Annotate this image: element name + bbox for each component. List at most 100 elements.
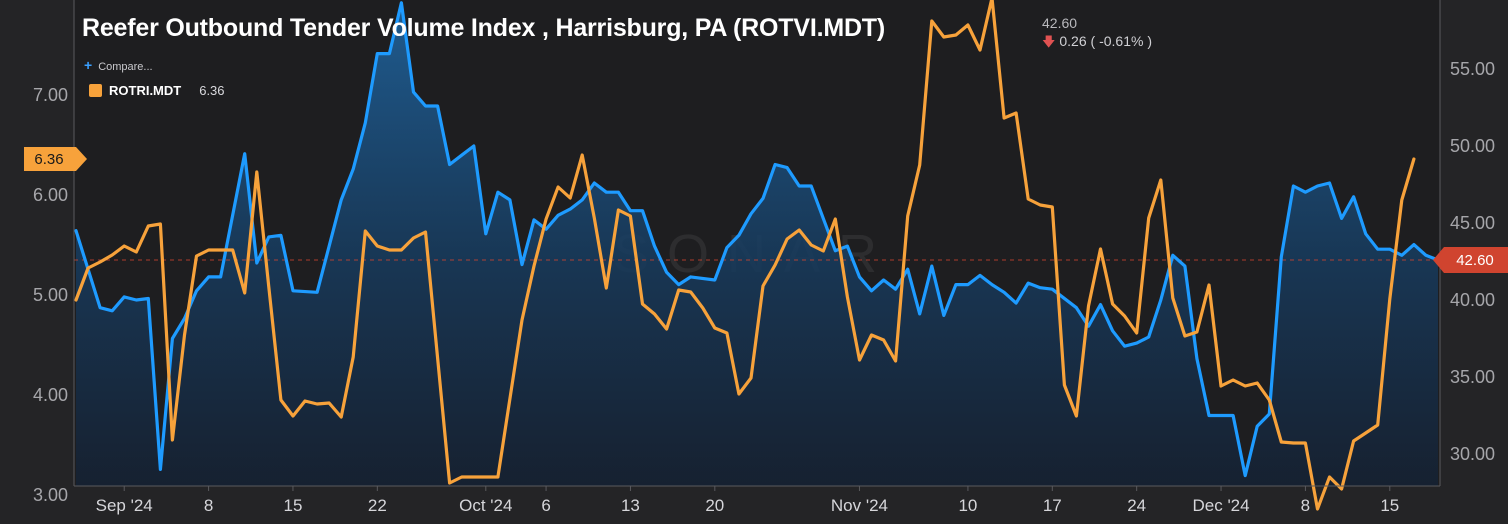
data-point <box>159 468 161 470</box>
data-point <box>750 213 752 215</box>
legend-item-rotri[interactable]: ROTRI.MDT 6.36 <box>89 83 225 98</box>
data-point <box>786 167 788 169</box>
data-point <box>171 439 173 441</box>
data-point <box>834 250 836 252</box>
area-layer <box>76 2 1438 487</box>
data-point <box>762 285 764 287</box>
data-point <box>208 276 210 278</box>
data-point <box>99 261 101 263</box>
data-point <box>810 185 812 187</box>
data-point <box>557 214 559 216</box>
data-point <box>1039 204 1041 206</box>
data-point <box>1124 315 1126 317</box>
data-point <box>1389 248 1391 250</box>
data-point <box>437 105 439 107</box>
data-point <box>557 186 559 188</box>
series-area-rotvi-mdt <box>76 2 1438 487</box>
data-point <box>581 199 583 201</box>
x-tick-label: 20 <box>705 496 724 515</box>
data-point <box>268 236 270 238</box>
data-point <box>726 247 728 249</box>
left-tick-label: 5.00 <box>33 285 68 305</box>
plus-icon: + <box>84 57 93 73</box>
data-point <box>449 163 451 166</box>
data-point <box>424 105 427 107</box>
data-point <box>75 299 77 301</box>
data-point <box>497 476 499 478</box>
legend-series-name: ROTRI.MDT <box>109 83 182 98</box>
data-point <box>1208 284 1210 286</box>
data-point <box>1075 415 1077 417</box>
data-point <box>99 307 101 309</box>
data-point <box>75 230 77 232</box>
data-point <box>123 245 125 247</box>
data-point <box>1256 425 1258 427</box>
data-point <box>376 53 378 55</box>
data-point <box>328 402 330 404</box>
data-point <box>1353 196 1355 198</box>
data-point <box>195 290 198 292</box>
data-point <box>509 199 511 201</box>
data-point <box>617 209 620 211</box>
right-badge-shape <box>1433 246 1508 273</box>
right-badge-text: 42.60 <box>1456 252 1494 269</box>
data-point <box>533 265 535 267</box>
down-arrow-icon: 🡇 <box>1042 34 1056 49</box>
x-tick-label: 6 <box>541 496 550 515</box>
data-point <box>943 36 945 38</box>
data-point <box>1184 265 1186 267</box>
data-point <box>183 334 186 336</box>
x-tick-label: 15 <box>1380 496 1399 515</box>
right-tick-label: 30.00 <box>1450 444 1495 464</box>
data-point <box>1268 399 1270 401</box>
data-point <box>485 476 487 478</box>
data-point <box>653 313 656 315</box>
data-point <box>1353 440 1355 442</box>
data-point <box>461 154 463 156</box>
data-point <box>1196 357 1198 360</box>
x-tick-label: Dec '24 <box>1192 496 1249 515</box>
data-point <box>1027 198 1029 200</box>
data-point <box>907 268 909 270</box>
data-point <box>991 284 993 286</box>
data-point <box>690 276 692 278</box>
data-point <box>1377 424 1379 426</box>
right-value-badge: 42.60 <box>1433 246 1508 273</box>
left-badge-shape <box>24 147 87 171</box>
data-point <box>159 223 161 225</box>
legend-series-value: 6.36 <box>199 83 225 98</box>
data-point <box>931 265 933 267</box>
data-point <box>1015 112 1017 114</box>
data-point <box>1280 256 1282 258</box>
data-point <box>1087 325 1090 327</box>
data-point <box>545 218 547 220</box>
data-point <box>292 415 294 417</box>
data-point <box>1136 332 1138 334</box>
data-point <box>822 250 824 252</box>
data-point <box>979 274 981 276</box>
data-point <box>919 164 921 166</box>
data-point <box>268 286 270 288</box>
data-point <box>1172 297 1174 299</box>
x-tick-label: 15 <box>283 496 302 515</box>
data-point <box>678 284 680 286</box>
compare-button[interactable]: + Compare... <box>84 57 153 73</box>
data-point <box>376 245 378 247</box>
data-point <box>593 217 595 219</box>
data-point <box>858 359 861 361</box>
data-point <box>1160 299 1162 301</box>
left-tick-label: 6.00 <box>33 185 68 205</box>
data-point <box>1256 382 1258 384</box>
data-point <box>1160 179 1162 181</box>
data-point <box>846 245 849 247</box>
data-point <box>316 291 318 293</box>
data-point <box>280 234 282 236</box>
data-point <box>666 271 668 273</box>
data-point <box>967 24 969 26</box>
data-point <box>147 297 149 300</box>
data-point <box>870 290 873 292</box>
data-point <box>1003 117 1005 119</box>
data-point <box>1316 185 1319 187</box>
data-point <box>220 249 222 251</box>
data-point <box>629 215 632 217</box>
